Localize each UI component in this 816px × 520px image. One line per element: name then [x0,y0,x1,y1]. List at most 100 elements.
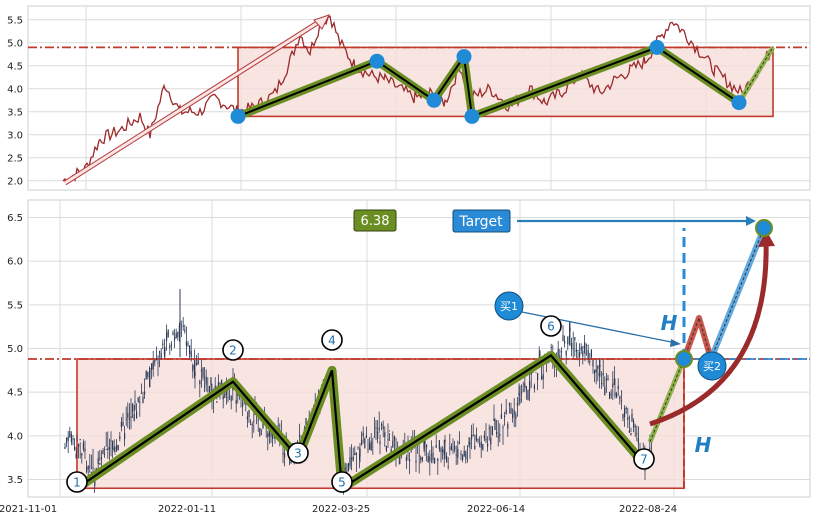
candle-body-110 [230,395,232,401]
bottom-ytick-2: 4.5 [7,388,23,399]
pattern-marker-1 [66,471,88,493]
pattern-marker-label-4: 4 [328,334,336,348]
candle-body-360 [613,378,615,385]
candle-body-239 [427,455,429,463]
candle-body-259 [458,442,460,445]
candle-body-94 [205,376,207,385]
candle-body-45 [132,403,134,412]
candle-body-210 [382,426,384,429]
candle-body-96 [208,385,210,393]
candle-body-71 [170,344,172,346]
candle-body-279 [490,437,492,445]
candle-body-37 [119,436,121,439]
candle-body-129 [259,427,261,437]
candle-body-32 [112,440,114,450]
candle-body-44 [130,416,132,419]
candle-body-212 [385,445,387,451]
pattern-marker-label-2: 2 [229,344,237,358]
candle-body-39 [122,421,124,427]
candle-body-84 [190,350,192,358]
candle-body-88 [196,362,198,366]
candle-body-19 [92,467,94,469]
candle-body-189 [351,457,353,459]
candle-body-346 [592,360,594,367]
candle-body-271 [477,438,479,441]
candle-body-97 [210,377,212,386]
candle-body-34 [114,453,116,455]
candle-body-251 [446,455,448,463]
candle-body-114 [235,399,237,404]
candle-body-342 [586,345,588,347]
candle-body-209 [381,424,383,427]
top-trend-arrowhead [313,14,330,30]
candle-body-325 [560,351,562,353]
candle-body-50 [139,402,141,404]
candle-body-233 [418,455,420,457]
candle-body-196 [361,439,363,446]
target-value-box [353,209,397,232]
bottom-ytick-4: 5.5 [7,300,23,311]
candle-body-66 [163,350,165,355]
pattern-marker-label-1: 1 [73,476,81,490]
bottom-ytick-5: 6.0 [7,257,23,268]
candle-body-14 [84,448,86,452]
candle-body-286 [500,414,502,419]
candle-body-326 [562,334,564,342]
pattern-marker-6 [540,315,562,337]
candle-body-266 [469,443,471,445]
candle-body-92 [202,367,204,378]
candle-body-328 [565,350,567,356]
candle-body-348 [595,369,597,373]
candle-body-75 [177,331,179,338]
candle-body-332 [571,342,573,349]
candle-body-336 [577,349,579,352]
candle-body-356 [607,378,609,381]
candle-body-350 [598,372,600,376]
candle-body-298 [519,399,521,401]
target-label-text: Target [458,214,503,230]
candle-body-247 [440,448,442,452]
candle-body-238 [426,444,428,448]
candle-body-311 [539,353,541,355]
candle-body-329 [567,337,569,345]
candle-body-106 [224,393,226,399]
candle-body-231 [415,460,417,463]
candle-body-349 [597,365,599,369]
candle-body-307 [533,385,535,390]
bottom-xtick-1: 2022-01-11 [158,504,216,515]
candle-body-86 [193,365,195,369]
candle-body-3 [67,437,69,441]
pattern-marker-label-7: 7 [640,453,648,467]
candle-body-261 [462,455,464,460]
candle-body-371 [630,432,632,436]
candle-body-243 [434,457,436,464]
candle-body-208 [379,441,381,445]
candle-body-8 [75,453,77,459]
candle-body-54 [145,370,147,380]
candle-body-60 [154,359,156,363]
candle-body-351 [599,365,601,367]
pattern-marker-label-3: 3 [294,447,302,461]
candle-body-213 [387,439,389,441]
candle-body-42 [127,412,129,418]
candle-body-13 [82,442,84,450]
candle-body-267 [471,434,473,439]
candle-body-28 [105,448,107,450]
candle-body-122 [248,409,250,417]
candle-body-273 [480,441,482,448]
candle-body-205 [375,427,377,430]
candle-body-87 [194,371,196,376]
candle-body-234 [420,457,422,461]
candle-body-270 [475,434,477,441]
candle-body-263 [465,450,467,460]
candle-body-85 [192,365,194,372]
candle-body-301 [524,383,526,388]
candle-body-244 [435,445,437,448]
candle-body-61 [155,359,157,361]
candle-body-225 [405,457,407,461]
candle-body-364 [619,395,621,400]
candle-body-69 [167,329,169,338]
candle-body-246 [438,440,440,450]
candle-body-337 [579,352,581,358]
candle-body-295 [515,414,517,419]
